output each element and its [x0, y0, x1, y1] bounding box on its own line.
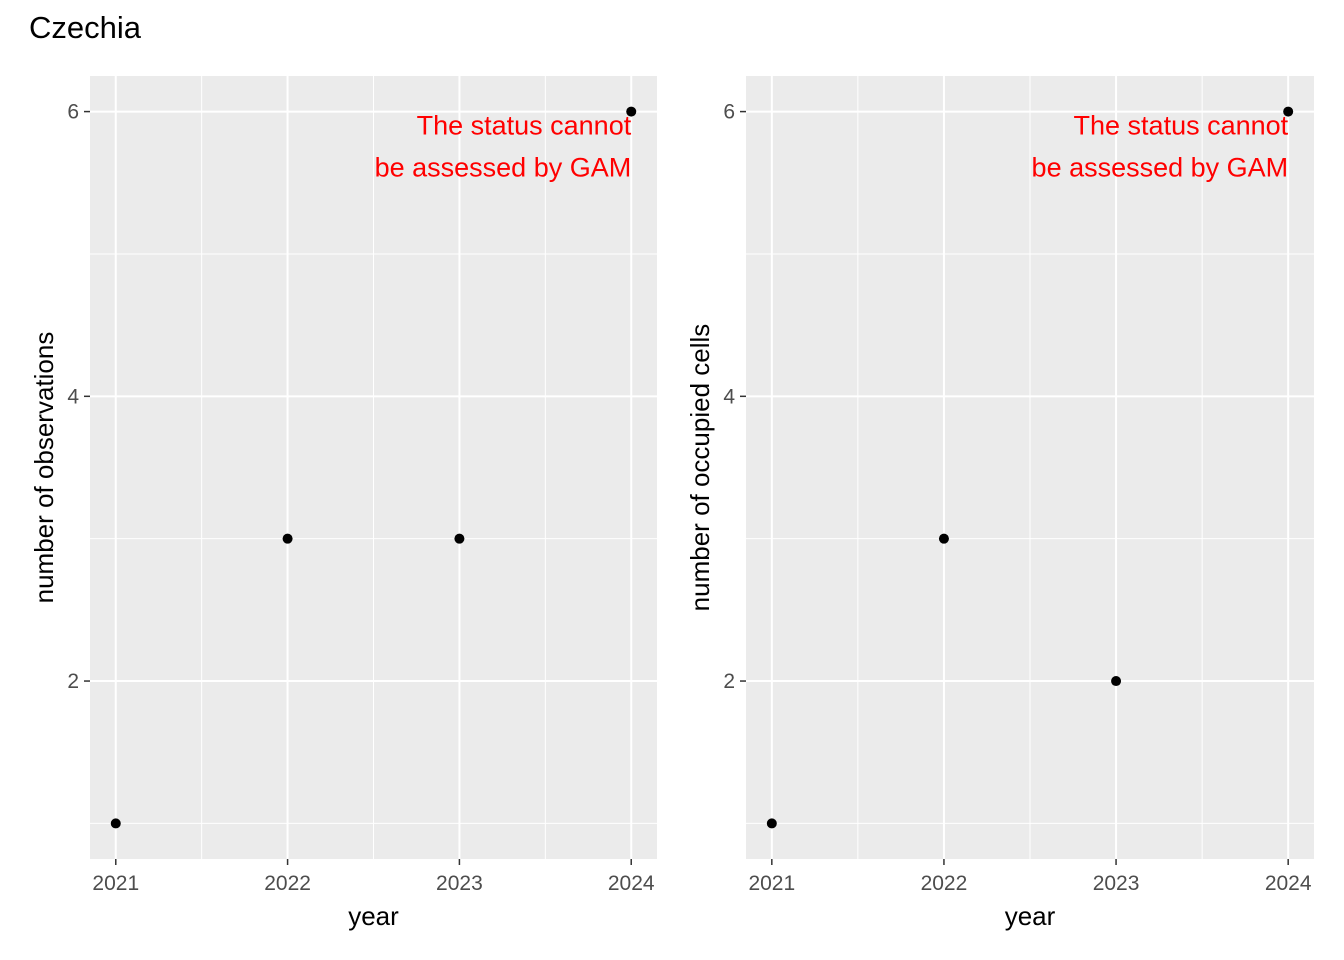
x-tick-label: 2024 — [608, 872, 655, 895]
x-tick-label: 2022 — [921, 872, 968, 895]
status-annotation-line: be assessed by GAM — [1032, 153, 1289, 183]
x-tick-label: 2021 — [92, 872, 139, 895]
y-tick-label: 2 — [67, 670, 79, 693]
data-point — [1111, 676, 1122, 687]
x-tick-label: 2023 — [436, 872, 483, 895]
data-point — [766, 818, 777, 829]
y-tick-label: 6 — [67, 101, 79, 124]
data-point — [1283, 106, 1294, 117]
data-point — [938, 533, 949, 544]
figure-title: Czechia — [29, 10, 141, 45]
data-point — [282, 533, 293, 544]
panel-2: 2021 2022 2023 2024 2 4 6 year number of occupie… — [685, 76, 1314, 931]
status-annotation-line: The status cannot — [417, 111, 632, 141]
y-axis-title: number of observations — [29, 332, 59, 604]
status-annotation-line: be assessed by GAM — [375, 153, 632, 183]
y-tick-label: 6 — [723, 101, 735, 124]
data-point — [626, 106, 637, 117]
y-tick-label: 4 — [67, 385, 79, 408]
x-tick-label: 2024 — [1265, 872, 1312, 895]
data-point — [110, 818, 121, 829]
x-tick-label: 2022 — [264, 872, 311, 895]
panel-1: 2021 2022 2023 2024 2 4 6 year number of observa… — [29, 76, 657, 931]
x-tick-label: 2023 — [1093, 872, 1140, 895]
status-annotation-line: The status cannot — [1074, 111, 1289, 141]
y-tick-label: 2 — [723, 670, 735, 693]
x-axis-title: year — [348, 901, 399, 931]
y-axis-title: number of occupied cells — [685, 324, 715, 612]
data-point — [454, 533, 465, 544]
x-axis-title: year — [1005, 901, 1056, 931]
y-tick-label: 4 — [723, 385, 735, 408]
x-tick-label: 2021 — [748, 872, 795, 895]
